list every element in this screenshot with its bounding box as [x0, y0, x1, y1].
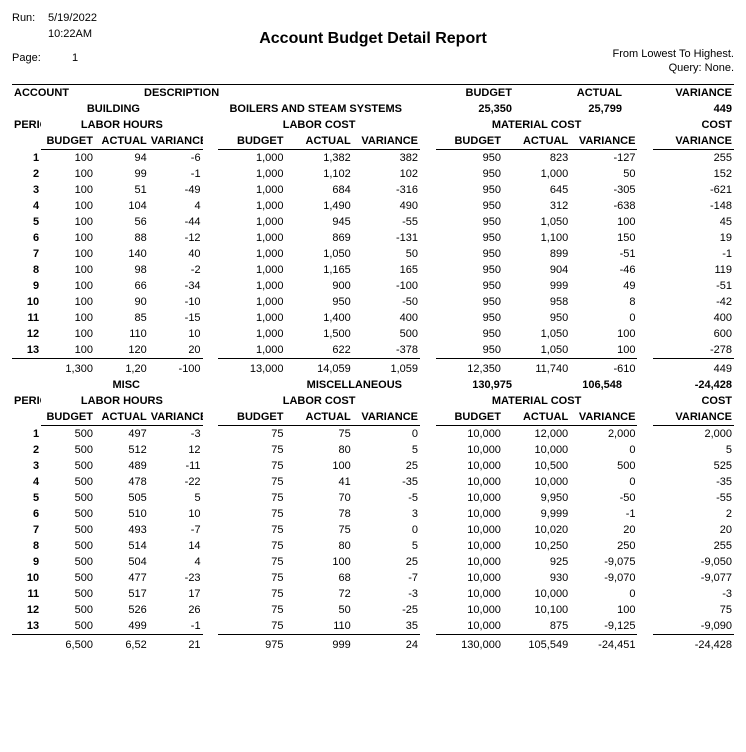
report-header: Run: 5/19/2022 10:22AM Account Budget De…	[12, 12, 734, 72]
account-actual: 25,799	[514, 101, 624, 117]
account-code: BUILDING	[12, 101, 142, 117]
account-summary-row: BUILDING BOILERS AND STEAM SYSTEMS 25,35…	[12, 101, 734, 117]
detail-row: 7 100 140 40 1,000 1,050 50 950 899 -51 …	[12, 246, 734, 262]
hdr-lc-variance: VARIANCE	[353, 409, 420, 426]
hdr-mc-budget: BUDGET	[436, 133, 503, 150]
hdr-lc-actual: ACTUAL	[286, 409, 353, 426]
detail-row: 3 100 51 -49 1,000 684 -316 950 645 -305…	[12, 182, 734, 198]
page-number: 1	[72, 52, 78, 64]
hdr-cost: COST	[653, 117, 734, 133]
detail-row: 10 100 90 -10 1,000 950 -50 950 958 8 -4…	[12, 294, 734, 310]
detail-row: 11 500 517 17 75 72 -3 10,000 10,000 0 -…	[12, 586, 734, 602]
hdr-mc-actual: ACTUAL	[503, 133, 570, 150]
detail-row: 13 500 499 -1 75 110 35 10,000 875 -9,12…	[12, 618, 734, 635]
detail-row: 5 100 56 -44 1,000 945 -55 950 1,050 100…	[12, 214, 734, 230]
hdr-lc-budget: BUDGET	[218, 133, 285, 150]
detail-row: 1 100 94 -6 1,000 1,382 382 950 823 -127…	[12, 150, 734, 167]
hdr-material-cost: MATERIAL COST	[436, 393, 638, 409]
account-actual: 106,548	[514, 377, 624, 393]
hdr-period: PERIOD	[12, 117, 41, 150]
detail-row: 12 100 110 10 1,000 1,500 500 950 1,050 …	[12, 326, 734, 342]
detail-table: PERIOD LABOR HOURS LABOR COST MATERIAL C…	[12, 393, 734, 653]
hdr-labor-cost: LABOR COST	[218, 117, 420, 133]
account-desc: BOILERS AND STEAM SYSTEMS	[142, 101, 404, 117]
hdr-lh-variance: VARIANCE	[149, 409, 203, 426]
detail-row: 8 100 98 -2 1,000 1,165 165 950 904 -46 …	[12, 262, 734, 278]
account-code: MISC	[12, 377, 142, 393]
account-variance: -24,428	[624, 377, 734, 393]
col-account: ACCOUNT	[12, 85, 142, 102]
col-budget: BUDGET	[404, 85, 514, 102]
hdr-mc-actual: ACTUAL	[503, 409, 570, 426]
hdr-lh-budget: BUDGET	[41, 133, 95, 150]
col-actual: ACTUAL	[514, 85, 624, 102]
hdr-period: PERIOD	[12, 393, 41, 426]
detail-row: 4 100 104 4 1,000 1,490 490 950 312 -638…	[12, 198, 734, 214]
detail-row: 5 500 505 5 75 70 -5 10,000 9,950 -50 -5…	[12, 490, 734, 506]
hdr-cost: COST	[653, 393, 734, 409]
detail-table: PERIOD LABOR HOURS LABOR COST MATERIAL C…	[12, 117, 734, 377]
hdr-lh-actual: ACTUAL	[95, 409, 149, 426]
detail-row: 1 500 497 -3 75 75 0 10,000 12,000 2,000…	[12, 426, 734, 443]
hdr-mc-variance: VARIANCE	[570, 133, 637, 150]
run-label: Run:	[12, 12, 35, 24]
detail-row: 11 100 85 -15 1,000 1,400 400 950 950 0 …	[12, 310, 734, 326]
run-date: 5/19/2022	[48, 12, 97, 24]
hdr-material-cost: MATERIAL COST	[436, 117, 638, 133]
report-title: Account Budget Detail Report	[12, 30, 734, 48]
detail-row: 7 500 493 -7 75 75 0 10,000 10,020 20 20	[12, 522, 734, 538]
totals-row: 1,300 1,20 -100 13,000 14,059 1,059 12,3…	[12, 359, 734, 378]
detail-row: 3 500 489 -11 75 100 25 10,000 10,500 50…	[12, 458, 734, 474]
hdr-lc-budget: BUDGET	[218, 409, 285, 426]
hdr-labor-cost: LABOR COST	[218, 393, 420, 409]
detail-row: 2 100 99 -1 1,000 1,102 102 950 1,000 50…	[12, 166, 734, 182]
detail-row: 2 500 512 12 75 80 5 10,000 10,000 0 5	[12, 442, 734, 458]
account-budget: 25,350	[404, 101, 514, 117]
account-summary-row: MISC MISCELLANEOUS 130,975 106,548 -24,4…	[12, 377, 734, 393]
detail-row: 10 500 477 -23 75 68 -7 10,000 930 -9,07…	[12, 570, 734, 586]
detail-row: 9 100 66 -34 1,000 900 -100 950 999 49 -…	[12, 278, 734, 294]
detail-row: 9 500 504 4 75 100 25 10,000 925 -9,075 …	[12, 554, 734, 570]
detail-row: 6 100 88 -12 1,000 869 -131 950 1,100 15…	[12, 230, 734, 246]
account-variance: 449	[624, 101, 734, 117]
detail-row: 13 100 120 20 1,000 622 -378 950 1,050 1…	[12, 342, 734, 359]
detail-row: 4 500 478 -22 75 41 -35 10,000 10,000 0 …	[12, 474, 734, 490]
hdr-lc-actual: ACTUAL	[286, 133, 353, 150]
column-header-row: ACCOUNT DESCRIPTION BUDGET ACTUAL VARIAN…	[12, 84, 734, 101]
account-desc: MISCELLANEOUS	[142, 377, 404, 393]
hdr-mc-variance: VARIANCE	[570, 409, 637, 426]
hdr-labor-hours: LABOR HOURS	[41, 117, 202, 133]
from-to-range: From Lowest To Highest.	[613, 48, 734, 60]
detail-row: 6 500 510 10 75 78 3 10,000 9,999 -1 2	[12, 506, 734, 522]
hdr-lh-variance: VARIANCE	[149, 133, 203, 150]
detail-row: 8 500 514 14 75 80 5 10,000 10,250 250 2…	[12, 538, 734, 554]
hdr-mc-budget: BUDGET	[436, 409, 503, 426]
hdr-cost-variance: VARIANCE	[653, 133, 734, 150]
account-budget: 130,975	[404, 377, 514, 393]
hdr-lh-budget: BUDGET	[41, 409, 95, 426]
hdr-lh-actual: ACTUAL	[95, 133, 149, 150]
hdr-cost-variance: VARIANCE	[653, 409, 734, 426]
page-label: Page:	[12, 52, 41, 64]
col-variance: VARIANCE	[624, 85, 734, 102]
totals-row: 6,500 6,52 21 975 999 24 130,000 105,549…	[12, 635, 734, 654]
hdr-labor-hours: LABOR HOURS	[41, 393, 202, 409]
hdr-lc-variance: VARIANCE	[353, 133, 420, 150]
query-info: Query: None.	[669, 62, 734, 74]
detail-row: 12 500 526 26 75 50 -25 10,000 10,100 10…	[12, 602, 734, 618]
col-description: DESCRIPTION	[142, 85, 404, 102]
